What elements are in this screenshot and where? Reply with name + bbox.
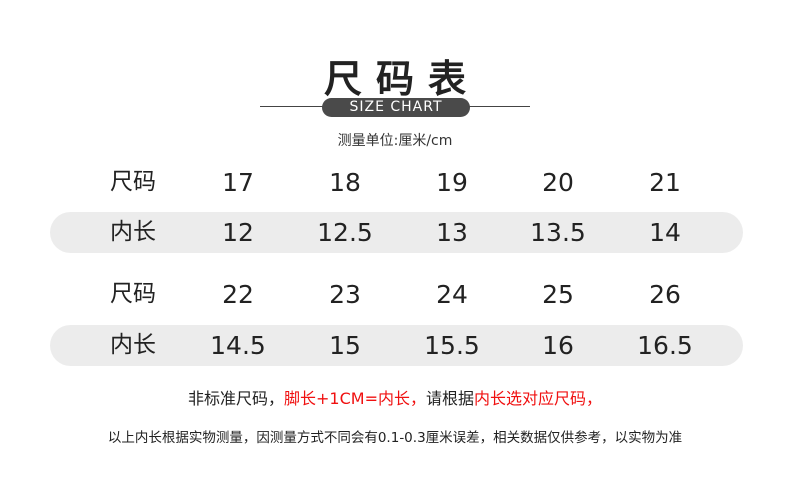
- table-cell: 17: [222, 168, 254, 197]
- table-cell: 22: [222, 280, 254, 309]
- note-highlight: 内长选对应尺码，: [474, 389, 603, 408]
- fit-note: 非标准尺码，脚长+1CM=内长，请根据内长选对应尺码，: [0, 385, 790, 409]
- disclaimer: 以上内长根据实物测量，因测量方式不同会有0.1-0.3厘米误差，相关数据仅供参考…: [107, 430, 683, 446]
- size-row: 尺码 17 18 19 20 21: [50, 162, 743, 203]
- row-label: 内长: [110, 219, 156, 245]
- inner-length-row: 内长 12 12.5 13 13.5 14: [50, 212, 743, 253]
- size-row: 尺码 22 23 24 25 26: [50, 274, 743, 315]
- table-cell: 16: [542, 331, 574, 360]
- size-chart-badge: SIZE CHART: [322, 98, 470, 117]
- note-highlight: 脚长+1CM=内长，: [284, 389, 426, 408]
- table-cell: 12.5: [317, 218, 373, 247]
- page-title: 尺码表: [323, 57, 480, 101]
- table-cell: 15.5: [424, 331, 480, 360]
- table-cell: 13: [436, 218, 468, 247]
- table-cell: 16.5: [637, 331, 693, 360]
- table-cell: 20: [542, 168, 574, 197]
- table-cell: 13.5: [530, 218, 586, 247]
- table-cell: 26: [649, 280, 681, 309]
- table-cell: 18: [329, 168, 361, 197]
- table-cell: 14.5: [210, 331, 266, 360]
- table-cell: 21: [649, 168, 681, 197]
- table-cell: 14: [649, 218, 681, 247]
- unit-label: 测量单位:厘米/cm: [337, 133, 453, 149]
- table-cell: 15: [329, 331, 361, 360]
- row-label: 尺码: [110, 281, 156, 307]
- inner-length-row: 内长 14.5 15 15.5 16 16.5: [50, 325, 743, 366]
- row-label: 内长: [110, 332, 156, 358]
- table-cell: 25: [542, 280, 574, 309]
- note-text: 请根据: [425, 389, 474, 408]
- row-label: 尺码: [110, 169, 156, 195]
- note-text: 非标准尺码，: [187, 389, 284, 408]
- table-cell: 24: [436, 280, 468, 309]
- table-cell: 23: [329, 280, 361, 309]
- table-cell: 12: [222, 218, 254, 247]
- table-cell: 19: [436, 168, 468, 197]
